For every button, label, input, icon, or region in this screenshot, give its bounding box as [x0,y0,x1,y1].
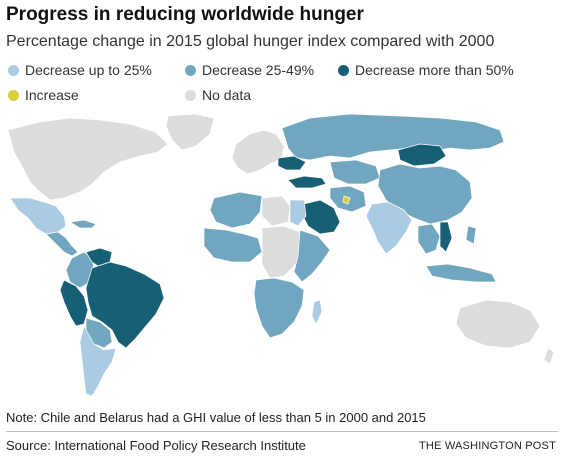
region-southern-africa [253,277,305,339]
region-north-africa [209,191,263,229]
region-central-asia [329,159,381,185]
region-southeast-asia [417,223,441,255]
region-argentina-chile [79,325,117,397]
region-peru [59,279,89,327]
region-ukraine [277,155,307,171]
region-india [365,201,413,255]
legend-swatch-light-blue [8,64,19,76]
legend-label: No data [202,87,252,103]
footnote: Note: Chile and Belarus had a GHI value … [6,410,426,425]
legend-label: Decrease 25-49% [202,62,315,78]
region-north-america [7,117,169,201]
legend-swatch-yellow [8,89,19,101]
region-australia [455,299,541,349]
region-turkey [287,175,327,189]
region-west-africa [203,227,263,263]
legend-label: Decrease up to 25% [25,62,152,78]
region-central-africa [261,225,305,279]
region-new-zealand [543,347,555,365]
region-caribbean [69,219,97,229]
legend-item-decrease-more-than-50: Decrease more than 50% [338,62,514,78]
region-madagascar [311,299,323,325]
chart-subtitle: Percentage change in 2015 global hunger … [6,33,495,50]
region-yemen [342,195,351,205]
legend-swatch-gray [185,89,196,101]
world-map [7,113,555,397]
region-russia [281,113,505,161]
region-saudi-arabia [301,199,341,235]
region-mexico [9,197,67,235]
legend-item-decrease-25-49: Decrease 25-49% [185,62,314,78]
legend-swatch-dark-teal [338,64,349,76]
legend-item-decrease-up-to-25: Decrease up to 25% [8,62,152,78]
legend-swatch-mid-blue [185,64,196,76]
region-philippines [465,225,477,245]
divider [6,431,558,432]
region-mongolia [397,143,447,167]
region-greenland [165,113,215,151]
publisher-credit: THE WASHINGTON POST [418,440,556,452]
legend-label: Decrease more than 50% [355,62,514,78]
region-egypt [289,199,307,227]
chart-title: Progress in reducing worldwide hunger [6,4,364,25]
region-europe [231,129,285,175]
legend-item-increase: Increase [8,87,79,103]
region-vietnam [439,221,453,253]
region-brazil [85,261,165,349]
legend-item-no-data: No data [185,87,251,103]
region-libya [261,195,291,227]
region-east-africa [293,229,331,283]
legend-label: Increase [25,87,79,103]
source-text: Source: International Food Policy Resear… [6,438,306,453]
region-central-america [45,231,79,257]
region-indonesia [425,263,497,283]
